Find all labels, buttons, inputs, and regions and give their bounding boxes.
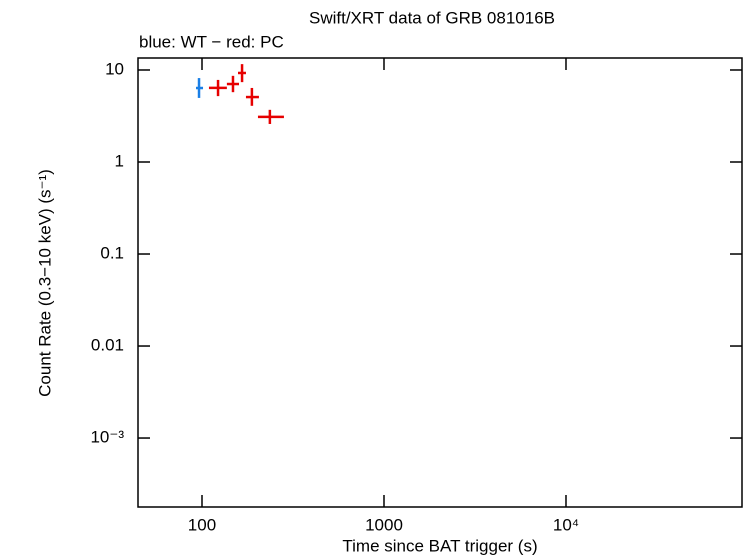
x-axis-label: Time since BAT trigger (s) — [342, 536, 537, 555]
chart-title: Swift/XRT data of GRB 081016B — [309, 8, 555, 27]
x-tick-label: 1000 — [365, 515, 403, 534]
y-tick-label: 10 — [105, 59, 124, 78]
y-tick-label: 0.01 — [91, 336, 124, 355]
y-tick-label: 1 — [115, 151, 124, 170]
y-tick-label: 10⁻³ — [90, 428, 124, 447]
y-tick-label: 0.1 — [100, 243, 124, 262]
chart-subtitle: blue: WT − red: PC — [139, 32, 284, 51]
y-axis-label: Count Rate (0.3−10 keV) (s⁻¹) — [35, 169, 54, 397]
x-tick-label: 10⁴ — [553, 515, 579, 534]
plot-frame — [137, 57, 743, 508]
x-tick-label: 100 — [188, 515, 216, 534]
